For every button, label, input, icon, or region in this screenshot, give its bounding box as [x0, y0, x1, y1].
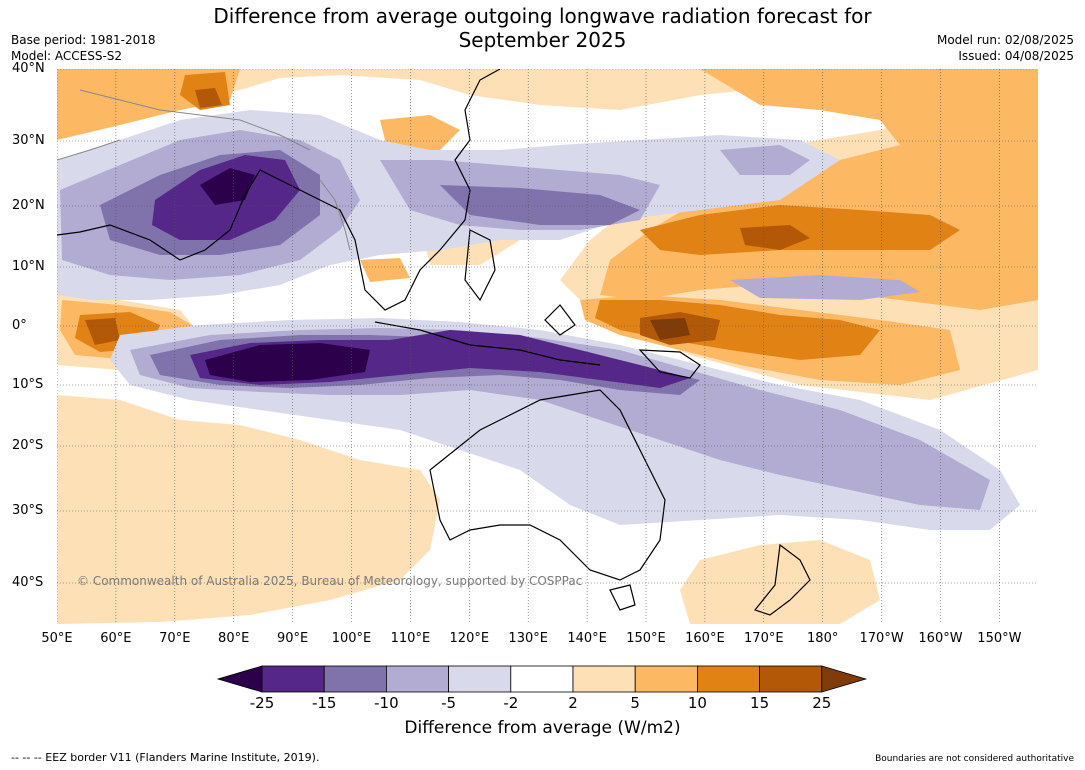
lon-label: 100°E: [331, 631, 372, 646]
boundaries-disclaimer: Boundaries are not considered authoritat…: [875, 754, 1074, 764]
lat-label: 20°S: [12, 438, 44, 453]
map-frame: [57, 69, 1038, 624]
meta-right: Model run: 02/08/2025 Issued: 04/08/2025: [937, 32, 1074, 64]
colorbar: [216, 665, 868, 693]
colorbar-min-extension: [216, 665, 263, 693]
anomaly-deep-brown-core: [650, 318, 690, 340]
lat-label: 10°N: [12, 259, 45, 274]
lat-label: 40°S: [12, 575, 44, 590]
lat-label: 10°S: [12, 377, 44, 392]
lon-label: 80°E: [218, 631, 250, 646]
graticule: [57, 69, 1038, 624]
lon-label: 70°E: [159, 631, 191, 646]
lon-label: 60°E: [100, 631, 132, 646]
country-borders: [57, 89, 351, 251]
anomaly-deepest-purple-cores: [200, 168, 370, 382]
lon-label: 160°W: [918, 631, 963, 646]
colorbar-bin: [697, 665, 761, 693]
colorbar-bin: [634, 665, 698, 693]
colorbar-tick-label: 15: [750, 694, 770, 712]
lat-label: 20°N: [12, 198, 45, 213]
colorbar-max-extension: [821, 665, 868, 693]
lat-label: 30°S: [12, 503, 44, 518]
lat-label: 0°: [12, 318, 27, 333]
colorbar-tick-label: 5: [630, 694, 640, 712]
colorbar-bin: [323, 665, 387, 693]
lat-label: 40°N: [12, 61, 45, 76]
colorbar-tick-label: 2: [568, 694, 578, 712]
colorbar-tick-label: -2: [503, 694, 519, 712]
colorbar-tick-label: -15: [311, 694, 337, 712]
coastlines: [57, 69, 811, 616]
lon-label: 150°E: [626, 631, 666, 646]
lon-label: 170°E: [744, 631, 784, 646]
model-name: Model: ACCESS-S2: [11, 49, 123, 63]
lon-label: 130°E: [508, 631, 548, 646]
lon-label: 170°W: [859, 631, 904, 646]
lon-label: 180°: [807, 631, 839, 646]
lon-label: 120°E: [449, 631, 490, 646]
colorbar-bin: [448, 665, 512, 693]
colorbar-label: Difference from average (W/m2): [404, 718, 681, 738]
model-run: Model run: 02/08/2025: [936, 33, 1074, 47]
map-title: Difference from average outgoing longwav…: [0, 4, 1085, 52]
base-period: Base period: 1981-2018: [11, 33, 156, 47]
colorbar-bin: [385, 665, 449, 693]
colorbar-bin: [510, 665, 574, 693]
lon-label: 140°E: [567, 631, 607, 646]
title-line-2: September 2025: [458, 28, 627, 52]
colorbar-tick-label: 25: [812, 694, 832, 712]
lon-label: 160°E: [685, 631, 725, 646]
title-line-1: Difference from average outgoing longwav…: [213, 4, 872, 28]
anomaly-dark-orange-areas: [75, 72, 960, 360]
lon-label: 50°E: [41, 631, 73, 646]
colorbar-tick-label: -5: [441, 694, 457, 712]
issued-date: Issued: 04/08/2025: [958, 49, 1074, 63]
copyright-notice: © Commonwealth of Australia 2025, Bureau…: [77, 574, 583, 588]
colorbar-tick-label: -10: [374, 694, 399, 712]
meta-left: Base period: 1981-2018 Model: ACCESS-S2: [11, 32, 156, 64]
eez-border-note: -- -- -- EEZ border V11 (Flanders Marine…: [11, 751, 320, 764]
lat-label: 30°N: [12, 133, 45, 148]
colorbar-bin: [261, 665, 325, 693]
lon-label: 110°E: [390, 631, 431, 646]
colorbar-tick-label: 10: [687, 694, 707, 712]
colorbar-bin: [759, 665, 823, 693]
lon-label: 90°E: [276, 631, 309, 646]
colorbar-tick-label: -25: [249, 694, 275, 712]
lon-label: 150°W: [977, 631, 1022, 646]
colorbar-bin: [572, 665, 636, 693]
